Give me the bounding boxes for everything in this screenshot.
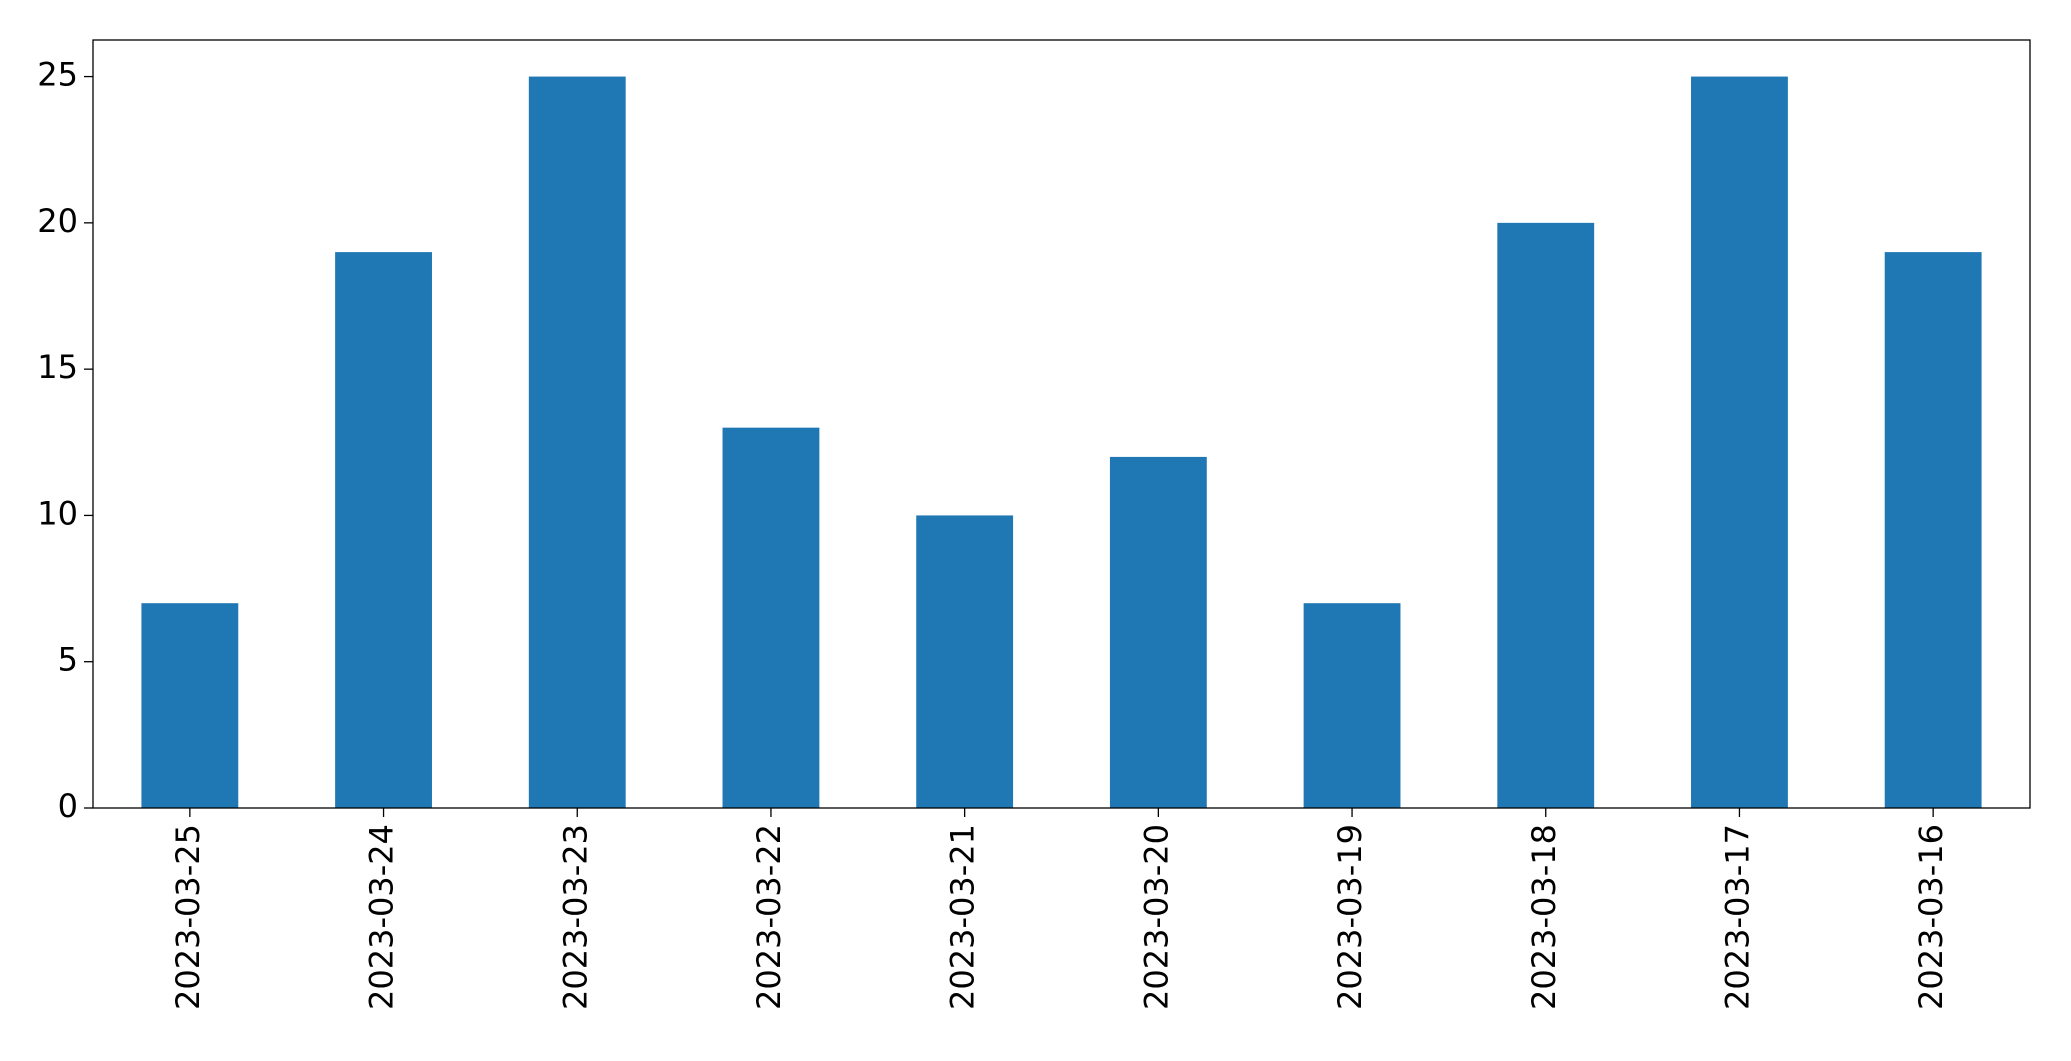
y-tick-label: 10 bbox=[37, 494, 78, 532]
x-tick-label: 2023-03-18 bbox=[1525, 824, 1563, 1010]
x-tick-label: 2023-03-21 bbox=[944, 824, 982, 1010]
bar bbox=[916, 515, 1014, 808]
y-tick-label: 20 bbox=[37, 202, 78, 240]
bar bbox=[335, 252, 432, 809]
x-tick-label: 2023-03-22 bbox=[750, 824, 788, 1010]
x-tick-label: 2023-03-20 bbox=[1137, 824, 1175, 1010]
y-tick-label: 5 bbox=[58, 641, 78, 679]
x-tick-label: 2023-03-19 bbox=[1331, 824, 1369, 1010]
y-tick-label: 0 bbox=[58, 787, 78, 825]
bar bbox=[1884, 252, 1982, 809]
bar bbox=[1109, 456, 1207, 808]
y-tick-label: 25 bbox=[37, 56, 78, 94]
bar bbox=[1691, 76, 1788, 809]
x-tick-label: 2023-03-24 bbox=[363, 824, 401, 1010]
x-tick-label: 2023-03-23 bbox=[556, 824, 594, 1010]
bar bbox=[722, 427, 820, 808]
bar bbox=[528, 76, 626, 809]
bar bbox=[1303, 603, 1401, 808]
bar bbox=[1497, 222, 1595, 808]
plot-frame bbox=[92, 39, 2031, 809]
x-tick-label: 2023-03-25 bbox=[169, 824, 207, 1010]
x-tick-label: 2023-03-16 bbox=[1912, 824, 1950, 1010]
y-tick-label: 15 bbox=[37, 348, 78, 386]
x-tick-label: 2023-03-17 bbox=[1718, 824, 1756, 1010]
bar bbox=[141, 603, 239, 808]
